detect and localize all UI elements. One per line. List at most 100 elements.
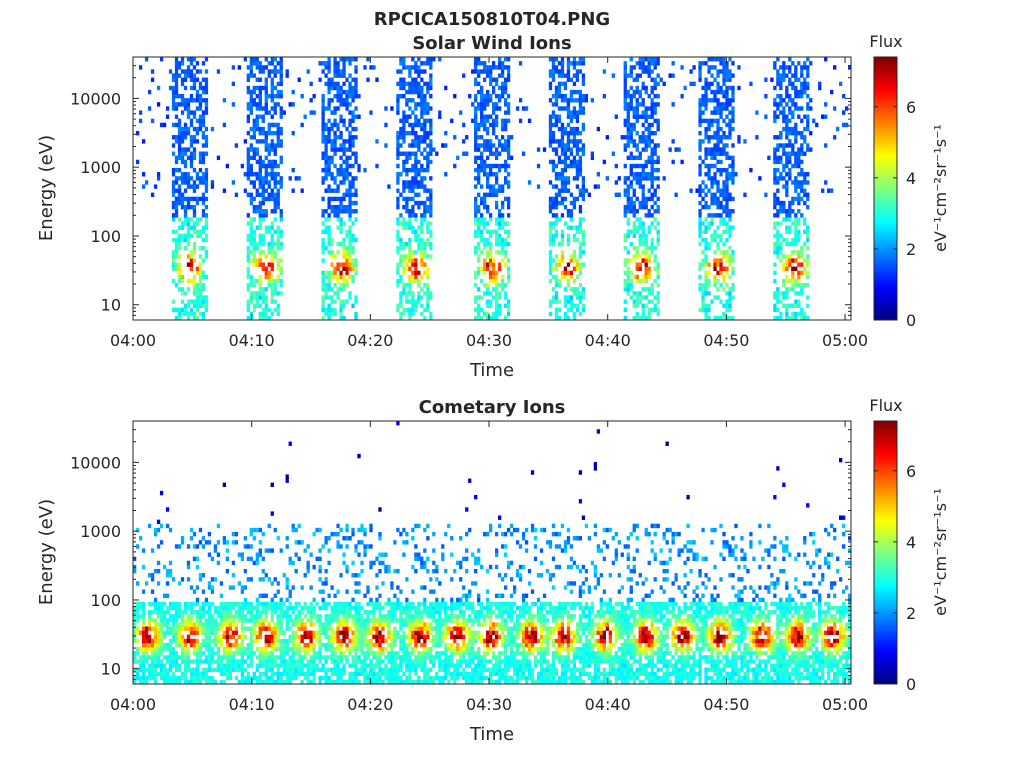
spectrogram-cell xyxy=(321,135,325,140)
spectrogram-cell xyxy=(159,614,164,619)
spectrogram-cell xyxy=(725,270,729,276)
spectrogram-cell xyxy=(626,184,630,189)
spectrogram-cell xyxy=(420,106,424,111)
spectrogram-cell xyxy=(707,270,711,276)
spectrogram-cell xyxy=(635,291,639,296)
spectrogram-cell xyxy=(414,184,418,189)
spectrogram-cell xyxy=(204,106,209,111)
spectrogram-cell xyxy=(186,65,191,70)
spectrogram-cell xyxy=(267,192,271,198)
spectrogram-cell xyxy=(794,176,798,181)
spectrogram-cell xyxy=(420,93,424,99)
spectrogram-cell xyxy=(327,295,331,300)
spectrogram-cell xyxy=(216,634,221,640)
spectrogram-cell xyxy=(180,204,185,210)
spectrogram-cell xyxy=(195,671,200,677)
spectrogram-cell xyxy=(710,213,714,218)
colorbar-step xyxy=(874,94,897,97)
spectrogram-cell xyxy=(276,204,280,210)
spectrogram-cell xyxy=(701,118,705,124)
spectrogram-cell xyxy=(719,217,723,222)
spectrogram-cell xyxy=(183,246,188,251)
spectrogram-cell xyxy=(210,622,215,627)
spectrogram-cell xyxy=(279,93,283,99)
spectrogram-cell xyxy=(207,618,212,623)
spectrogram-cell xyxy=(402,204,406,210)
spectrogram-cell xyxy=(557,299,562,304)
spectrogram-cell xyxy=(204,303,209,308)
spectrogram-cell xyxy=(249,106,253,111)
spectrogram-cell xyxy=(348,246,352,251)
spectrogram-cell xyxy=(351,114,355,119)
spectrogram-cell xyxy=(195,618,200,623)
spectrogram-cell xyxy=(563,266,568,271)
spectrogram-cell xyxy=(402,65,406,70)
spectrogram-cell xyxy=(791,221,795,226)
spectrogram-cell xyxy=(474,126,478,132)
spectrogram-cell xyxy=(375,77,379,82)
spectrogram-cell xyxy=(641,172,645,177)
spectrogram-cell xyxy=(330,77,334,82)
spectrogram-cell xyxy=(494,93,499,99)
spectrogram-cell xyxy=(342,274,346,280)
spectrogram-cell xyxy=(231,560,236,566)
spectrogram-cell xyxy=(806,225,810,230)
spectrogram-cell xyxy=(725,85,729,91)
spectrogram-cell xyxy=(171,671,176,677)
spectrogram-cell xyxy=(426,155,430,161)
spectrogram-cell xyxy=(411,291,415,296)
spectrogram-cell xyxy=(204,647,209,652)
spectrogram-cell xyxy=(563,155,568,161)
spectrogram-cell xyxy=(773,221,777,226)
spectrogram-cell xyxy=(776,250,780,255)
spectrogram-cell xyxy=(626,114,630,119)
spectrogram-cell xyxy=(641,221,645,226)
spectrogram-cell xyxy=(402,77,406,82)
spectrogram-cell xyxy=(273,278,277,284)
spectrogram-cell xyxy=(420,77,424,82)
spectrogram-cell xyxy=(506,106,511,111)
spectrogram-cell xyxy=(156,630,161,635)
spectrogram-cell xyxy=(701,204,705,210)
spectrogram-cell xyxy=(336,188,340,193)
spectrogram-cell xyxy=(168,573,173,578)
spectrogram-cell xyxy=(201,675,206,681)
spectrogram-cell xyxy=(345,57,349,62)
spectrogram-cell xyxy=(581,250,586,255)
spectrogram-cell xyxy=(554,172,559,177)
spectrogram-cell xyxy=(222,655,227,660)
spectrogram-cell xyxy=(342,299,346,304)
spectrogram-cell xyxy=(396,233,400,239)
spectrogram-cell xyxy=(339,172,343,177)
spectrogram-cell xyxy=(231,663,236,668)
spectrogram-cell xyxy=(500,89,505,95)
spectrogram-cell xyxy=(171,659,176,664)
spectrogram-cell xyxy=(474,110,478,115)
spectrogram-cell xyxy=(497,283,502,288)
spectrogram-cell xyxy=(144,626,149,631)
spectrogram-cell xyxy=(354,266,358,271)
spectrogram-cell xyxy=(342,147,346,152)
spectrogram-cell xyxy=(141,139,146,144)
spectrogram-cell xyxy=(635,274,639,280)
spectrogram-cell xyxy=(716,204,720,210)
spectrogram-cell xyxy=(797,200,801,206)
spectrogram-cell xyxy=(785,213,789,218)
spectrogram-cell xyxy=(402,311,406,317)
spectrogram-cell xyxy=(629,295,633,300)
spectrogram-cell xyxy=(629,151,633,156)
spectrogram-cell xyxy=(791,73,795,78)
spectrogram-cell xyxy=(180,196,185,202)
spectrogram-cell xyxy=(276,130,280,136)
spectrogram-cell xyxy=(566,147,571,152)
spectrogram-cell xyxy=(177,139,182,144)
spectrogram-cell xyxy=(429,139,433,144)
spectrogram-cell xyxy=(728,102,732,107)
spectrogram-cell xyxy=(261,196,265,202)
spectrogram-cell xyxy=(252,89,256,95)
spectrogram-cell xyxy=(201,299,206,304)
spectrogram-cell xyxy=(800,135,804,140)
y-tick-label: 1000 xyxy=(80,158,121,177)
spectrogram-cell xyxy=(183,77,188,82)
spectrogram-cell xyxy=(204,618,209,623)
